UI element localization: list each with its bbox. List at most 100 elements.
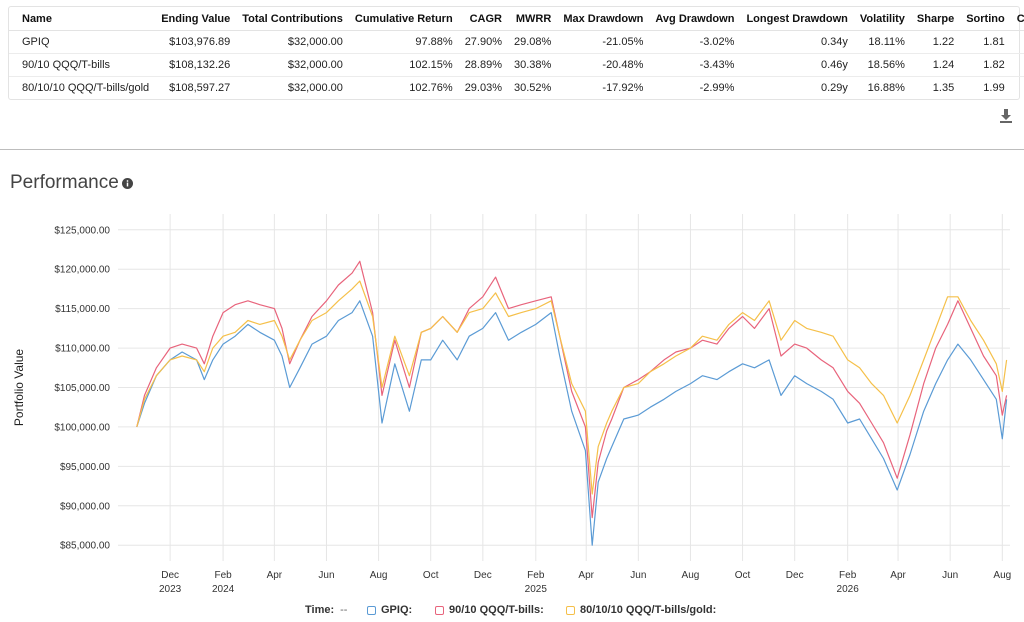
table-cell: 1.62 bbox=[1011, 77, 1024, 100]
x-tick-label: Jun bbox=[630, 570, 646, 581]
series-line-0[interactable] bbox=[136, 300, 1008, 546]
x-tick-year-label: 2025 bbox=[525, 584, 548, 595]
table-cell: 29.03% bbox=[464, 82, 502, 94]
x-tick-label: Feb bbox=[839, 570, 857, 581]
table-cell: $32,000.00 bbox=[287, 82, 343, 94]
table-cell: 102.76% bbox=[409, 82, 453, 94]
column-header[interactable]: Name bbox=[9, 7, 156, 31]
table-cell: -21.05% bbox=[557, 30, 650, 54]
table-cell: 30.52% bbox=[514, 82, 552, 94]
table-cell: 1.81 bbox=[960, 30, 1011, 54]
table-cell: 1.99 bbox=[983, 82, 1005, 94]
column-header[interactable]: Sharpe bbox=[910, 7, 961, 31]
y-tick-label: $85,000.00 bbox=[60, 541, 110, 552]
table-cell: 1.33 bbox=[1010, 30, 1024, 54]
y-tick-label: $105,000.00 bbox=[54, 383, 110, 394]
table-body: GPIQ $103,976.89 $32,000.00 97.88% 27.90% 29.… bbox=[9, 30, 1024, 100]
performance-title: Performance bbox=[10, 172, 119, 193]
table-cell: 1.82 bbox=[960, 53, 1011, 77]
column-header[interactable]: CAGR bbox=[458, 7, 508, 31]
table-cell: 30.38% bbox=[508, 53, 558, 77]
info-icon[interactable] bbox=[122, 178, 133, 189]
statistics-table: Name Ending Value Total Contributions Cumul… bbox=[9, 7, 1024, 99]
legend-label: GPIQ: bbox=[381, 604, 413, 616]
x-tick-label: Dec bbox=[161, 570, 179, 581]
legend-item-90-10[interactable]: 90/10 QQQ/T-bills: bbox=[435, 604, 544, 616]
table-cell: 102.15% bbox=[348, 53, 459, 77]
legend-item-gpiq[interactable]: GPIQ: bbox=[367, 604, 412, 616]
x-tick-year-label: 2024 bbox=[212, 584, 235, 595]
legend-time-label: Time: bbox=[305, 604, 335, 616]
table-cell: 1.22 bbox=[910, 30, 961, 54]
y-tick-label: $110,000.00 bbox=[55, 344, 110, 355]
table-cell: 90/10 QQQ/T-bills bbox=[9, 53, 156, 77]
table-cell: -20.48% bbox=[557, 53, 650, 77]
chart-legend: Time: -- GPIQ: 90/10 QQQ/T-bills: 80/10/… bbox=[0, 604, 1024, 620]
table-cell: $32,000.00 bbox=[236, 53, 349, 77]
x-tick-label: Dec bbox=[474, 570, 492, 581]
series-line-1[interactable] bbox=[136, 260, 1008, 519]
table-cell: -17.92% bbox=[602, 82, 644, 94]
table-cell: $108,132.26 bbox=[155, 53, 237, 77]
table-header-row: Name Ending Value Total Contributions Cumul… bbox=[9, 7, 1024, 31]
table-cell: $32,000.00 bbox=[236, 30, 349, 54]
x-tick-label: Apr bbox=[578, 570, 594, 581]
section-divider bbox=[0, 149, 1024, 150]
column-header[interactable]: Volatility bbox=[853, 7, 911, 31]
table-cell: 1.24 bbox=[910, 53, 961, 77]
table-cell: 18.11% bbox=[853, 30, 911, 54]
download-icon[interactable] bbox=[998, 108, 1014, 124]
legend-swatch bbox=[367, 605, 376, 615]
x-tick-label: Feb bbox=[527, 570, 545, 581]
performance-chart: $85,000.00 $90,000.00 $95,000.00 $100,000.0… bbox=[12, 214, 1011, 595]
column-header[interactable]: Max Drawdown bbox=[557, 7, 650, 31]
table-cell: 80/10/10 QQQ/T-bills/gold bbox=[22, 82, 150, 94]
statistics-table-card: Name Ending Value Total Contributions Cumul… bbox=[8, 6, 1024, 100]
legend-swatch bbox=[435, 605, 444, 615]
x-tick-label: Aug bbox=[993, 570, 1011, 581]
column-header[interactable]: Cumulative Return bbox=[348, 7, 459, 31]
x-tick-year-label: 2026 bbox=[837, 584, 860, 595]
x-tick-label: Oct bbox=[735, 570, 751, 581]
y-axis-label: Portfolio Value bbox=[12, 349, 26, 426]
column-header[interactable]: MWRR bbox=[508, 7, 558, 31]
y-tick-label: $120,000.00 bbox=[54, 265, 110, 276]
x-tick-label: Jun bbox=[942, 570, 958, 581]
y-tick-label: $100,000.00 bbox=[54, 422, 110, 433]
table-cell: 0.46y bbox=[740, 53, 854, 77]
y-tick-label: $90,000.00 bbox=[60, 501, 110, 512]
table-cell: 16.88% bbox=[867, 82, 905, 94]
x-tick-label: Aug bbox=[682, 570, 700, 581]
table-cell: $103,976.89 bbox=[155, 30, 237, 54]
table-cell: $108,597.27 bbox=[169, 82, 231, 94]
table-cell: 28.89% bbox=[458, 53, 508, 77]
y-tick-label: $95,000.00 bbox=[60, 462, 110, 473]
legend-item-80-10-10[interactable]: 80/10/10 QQQ/T-bills/gold: bbox=[566, 604, 716, 616]
table-row: 90/10 QQQ/T-bills $108,132.26 $32,000.00 10… bbox=[9, 53, 1024, 77]
x-tick-label: Feb bbox=[214, 570, 232, 581]
column-header[interactable]: Ending Value bbox=[155, 7, 237, 31]
y-tick-label: $125,000.00 bbox=[54, 225, 110, 236]
legend-time-value: -- bbox=[340, 604, 348, 616]
table-cell: GPIQ bbox=[9, 30, 156, 54]
legend-label: 90/10 QQQ/T-bills: bbox=[449, 604, 544, 616]
table-cell: 29.08% bbox=[508, 30, 558, 54]
series-line-2[interactable] bbox=[136, 280, 1008, 495]
column-header[interactable]: Avg Drawdown bbox=[649, 7, 741, 31]
column-header[interactable]: Total Contributions bbox=[236, 7, 349, 31]
legend-time: Time: -- bbox=[305, 604, 347, 616]
x-tick-label: Jun bbox=[318, 570, 334, 581]
legend-label: 80/10/10 QQQ/T-bills/gold: bbox=[580, 604, 717, 616]
table-cell: 27.90% bbox=[458, 30, 508, 54]
table-cell: -3.02% bbox=[649, 30, 741, 54]
table-row: 80/10/10 QQQ/T-bills/gold $108,597.27 $32,… bbox=[9, 77, 1024, 100]
legend-swatch bbox=[566, 605, 575, 615]
column-header[interactable]: Calmar bbox=[1010, 7, 1024, 31]
column-header[interactable]: Longest Drawdown bbox=[740, 7, 854, 31]
table-cell: -3.43% bbox=[649, 53, 741, 77]
x-tick-label: Dec bbox=[786, 570, 804, 581]
column-header[interactable]: Sortino bbox=[960, 7, 1011, 31]
table-row: GPIQ $103,976.89 $32,000.00 97.88% 27.90% 29.… bbox=[9, 30, 1024, 54]
table-cell: 0.29y bbox=[820, 82, 848, 94]
x-tick-label: Apr bbox=[890, 570, 906, 581]
